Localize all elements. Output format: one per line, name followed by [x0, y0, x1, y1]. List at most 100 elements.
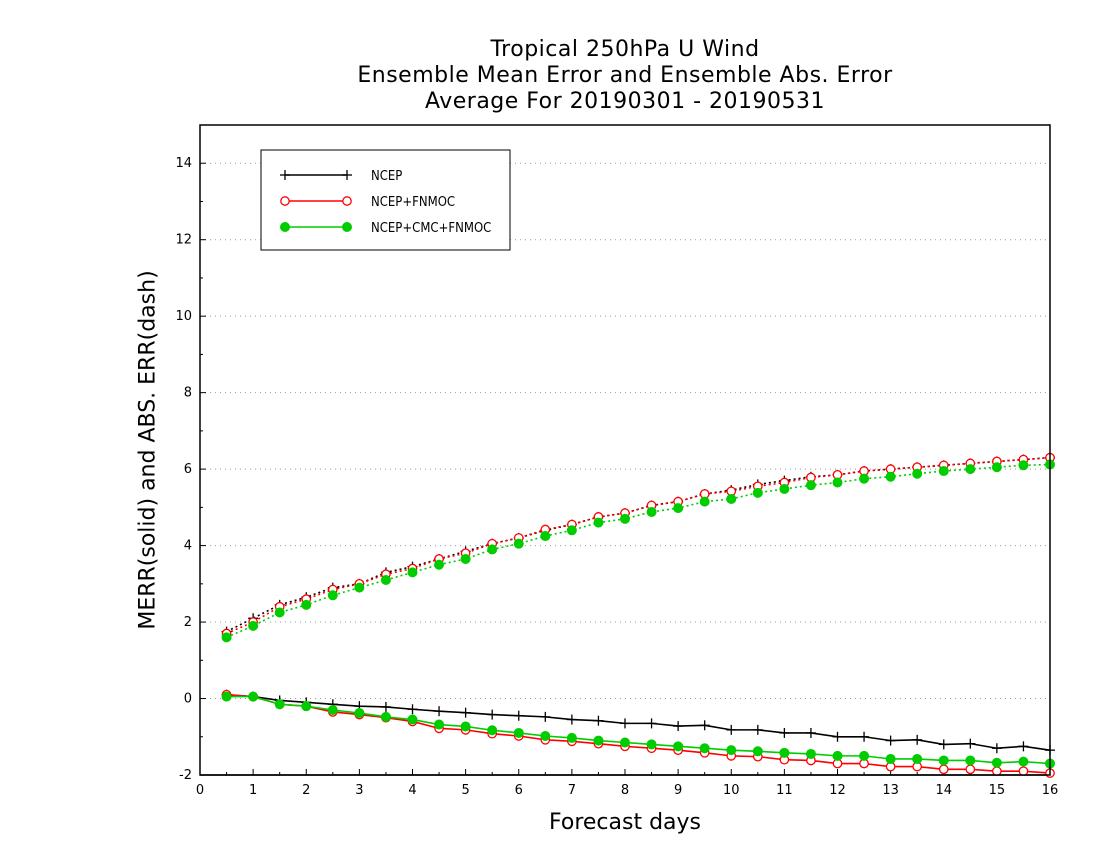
- ncep-cmc-fnmoc-mean-error-point: [832, 750, 843, 761]
- legend-marker-ncep-fnmoc: [342, 196, 352, 206]
- x-tick-label: 15: [989, 783, 1006, 798]
- legend: NCEP NCEP+FNMOC NCEP+CMC+FNMOC: [260, 149, 511, 251]
- ncep-fnmoc-mean-error-point: [992, 766, 1002, 777]
- ncep-cmc-fnmoc-mean-error-point: [965, 755, 976, 766]
- ncep-cmc-fnmoc-abs-error-line: [226, 463, 1051, 639]
- ncep-cmc-fnmoc-abs-error-point: [805, 480, 816, 491]
- x-tick-label: 6: [515, 783, 523, 798]
- ncep-cmc-fnmoc-mean-error-point: [513, 727, 524, 738]
- ncep-cmc-fnmoc-abs-error-point: [779, 484, 790, 494]
- y-axis-label: MERR(solid) and ABS. ERR(dash): [135, 270, 161, 630]
- ncep-cmc-fnmoc-abs-error-point: [938, 466, 949, 477]
- x-tick-label: 10: [723, 783, 740, 798]
- ncep-cmc-fnmoc-mean-error-point: [859, 750, 870, 761]
- ncep-cmc-fnmoc-mean-error-point: [593, 735, 604, 746]
- legend-marker-ncep: [280, 170, 290, 180]
- x-tick-label: 16: [1042, 783, 1059, 798]
- ncep-mean-error-point: [646, 718, 657, 729]
- ncep-cmc-fnmoc-abs-error-point: [327, 590, 338, 601]
- x-tick-label: 1: [249, 783, 257, 798]
- ncep-cmc-fnmoc-abs-error-point: [699, 496, 710, 507]
- ncep-cmc-fnmoc-abs-error-point: [487, 544, 498, 555]
- ncep-cmc-fnmoc-abs-error-point: [620, 513, 630, 524]
- ncep-cmc-fnmoc-mean-error-point: [991, 757, 1002, 768]
- ncep-cmc-fnmoc-abs-error-point: [752, 487, 763, 498]
- x-tick-label: 12: [829, 783, 846, 798]
- ncep-mean-error-point: [991, 743, 1002, 754]
- x-tick-label: 8: [621, 783, 629, 798]
- ncep-cmc-fnmoc-abs-error-point: [885, 471, 896, 482]
- ncep-mean-error-point: [859, 731, 870, 742]
- ncep-cmc-fnmoc-abs-error-point: [859, 473, 870, 484]
- ncep-cmc-fnmoc-mean-error-point: [221, 691, 232, 702]
- ncep-mean-error-point: [487, 709, 498, 720]
- legend-marker-ncep-fnmoc: [280, 196, 290, 206]
- ncep-mean-error-point: [885, 735, 896, 746]
- grid-lines: [200, 162, 1050, 776]
- ncep-mean-error-point: [699, 720, 710, 731]
- ncep-cmc-fnmoc-mean-error-point: [354, 708, 365, 719]
- ncep-mean-error-point: [726, 724, 737, 735]
- ncep-fnmoc-mean-error-point: [938, 764, 949, 775]
- ncep-cmc-fnmoc-mean-error-point: [1018, 756, 1029, 767]
- x-tick-label: 9: [674, 783, 682, 798]
- y-tick-label: 12: [175, 233, 192, 248]
- ncep-cmc-fnmoc-mean-error-point: [620, 737, 630, 748]
- ncep-cmc-fnmoc-abs-error-point: [248, 620, 259, 631]
- ncep-mean-error-point: [938, 739, 949, 750]
- ncep-mean-error-point: [965, 738, 976, 749]
- ncep-cmc-fnmoc-mean-error-point: [566, 732, 577, 743]
- ncep-cmc-fnmoc-abs-error-point: [965, 464, 976, 475]
- ncep-cmc-fnmoc-mean-error-point: [487, 725, 498, 736]
- x-tick-label: 11: [776, 783, 793, 798]
- ncep-cmc-fnmoc-mean-error-point: [938, 755, 949, 766]
- ncep-mean-error-point: [779, 727, 790, 738]
- ncep-cmc-fnmoc-mean-error-point: [327, 705, 338, 715]
- y-tick-label: -2: [179, 768, 192, 783]
- ncep-cmc-fnmoc-abs-error-point: [566, 525, 577, 536]
- ncep-fnmoc-mean-error-point: [1018, 766, 1029, 777]
- y-tick-label: 8: [184, 386, 192, 401]
- ncep-fnmoc-mean-error-line: [226, 693, 1051, 774]
- legend-marker-ncep-cmc-fnmoc: [280, 222, 290, 232]
- ncep-cmc-fnmoc-abs-error-point: [991, 462, 1002, 473]
- ncep-mean-error-line: [226, 693, 1051, 751]
- x-tick-label: 13: [882, 783, 899, 798]
- y-tick-label: 10: [175, 309, 192, 324]
- ncep-cmc-fnmoc-abs-error-point: [221, 632, 232, 643]
- legend-label-ncep-cmc-fnmoc: NCEP+CMC+FNMOC: [371, 221, 491, 236]
- ncep-cmc-fnmoc-mean-error-point: [912, 753, 923, 764]
- ncep-mean-error-point: [407, 704, 418, 715]
- ncep-mean-error-point: [832, 731, 843, 742]
- legend-marker-ncep: [342, 170, 352, 180]
- ncep-cmc-fnmoc-abs-error-point: [407, 567, 418, 578]
- ncep-cmc-fnmoc-abs-error-point: [460, 553, 471, 564]
- series-lines: [221, 452, 1055, 778]
- ncep-cmc-fnmoc-abs-error-point: [434, 559, 445, 570]
- ncep-cmc-fnmoc-mean-error-point: [301, 701, 312, 712]
- ncep-fnmoc-mean-error-point: [965, 764, 976, 775]
- ncep-cmc-fnmoc-mean-error-point: [673, 741, 684, 752]
- x-axis-label: Forecast days: [548, 810, 701, 835]
- ncep-cmc-fnmoc-abs-error-point: [832, 477, 843, 488]
- ncep-cmc-fnmoc-mean-error-point: [434, 719, 445, 730]
- x-tick-label: 3: [355, 783, 363, 798]
- ncep-mean-error-point: [540, 711, 551, 722]
- legend-label-ncep-fnmoc: NCEP+FNMOC: [371, 195, 455, 210]
- x-tick-label: 14: [935, 783, 952, 798]
- y-tick-label: 0: [184, 692, 192, 707]
- ncep-cmc-fnmoc-abs-error-point: [354, 582, 365, 593]
- y-tick-label: 4: [184, 539, 192, 554]
- ncep-cmc-fnmoc-mean-error-point: [752, 746, 763, 757]
- x-tick-label: 0: [196, 783, 204, 798]
- ncep-mean-error-point: [620, 718, 630, 729]
- x-tick-label: 2: [302, 783, 310, 798]
- ncep-cmc-fnmoc-mean-error-point: [380, 711, 391, 722]
- ncep-cmc-fnmoc-abs-error-point: [380, 575, 391, 585]
- ncep-mean-error-point: [673, 721, 684, 732]
- y-tick-label: 14: [175, 156, 192, 171]
- ncep-cmc-fnmoc-abs-error-point: [274, 607, 285, 618]
- ncep-cmc-fnmoc-mean-error-point: [407, 714, 418, 725]
- ncep-cmc-fnmoc-mean-error-point: [248, 691, 259, 702]
